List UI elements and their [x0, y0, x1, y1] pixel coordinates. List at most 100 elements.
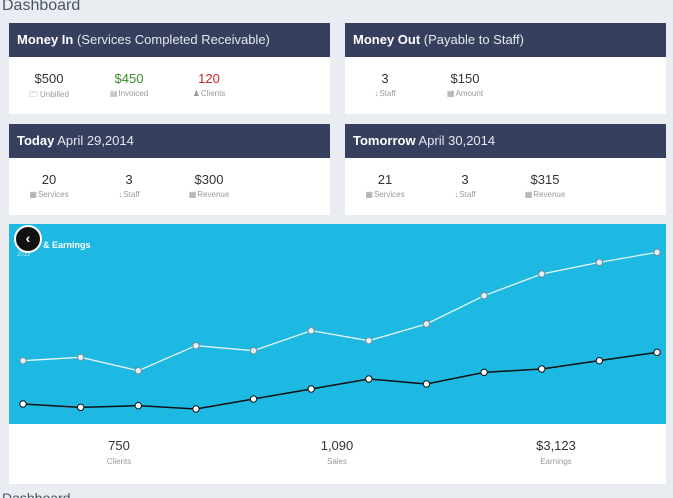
footer-clients-stat: 750 Clients [59, 438, 179, 466]
page-title-bottom: Dashboard [2, 490, 71, 498]
tomorrow-revenue-value: $315 [530, 172, 560, 187]
series-2-point[interactable] [19, 400, 27, 408]
today-staff-label: Staff [123, 190, 140, 199]
today-revenue-value: $300 [194, 172, 224, 187]
today-date: April 29,2014 [57, 133, 134, 148]
grid-icon: ▦ [29, 190, 37, 199]
footer-earnings-value: $3,123 [536, 438, 576, 453]
series-2-point[interactable] [595, 356, 604, 365]
footer-sales-stat: 1,090 Sales [277, 438, 397, 466]
unbilled-stat[interactable]: $500 🗁Unbilled [14, 71, 84, 103]
staff-label: Staff [379, 89, 396, 98]
invoiced-stat[interactable]: $450 ▤Invoiced [94, 71, 164, 98]
series-1-point[interactable] [19, 356, 27, 365]
today-revenue-label: Revenue [197, 190, 230, 199]
money-out-header: Money Out (Payable to Staff) [345, 23, 666, 57]
series-1-point[interactable] [422, 320, 431, 328]
footer-sales-label: Sales [326, 457, 347, 466]
chart-title: & Earnings [43, 240, 91, 250]
tomorrow-services-stat[interactable]: 21 ▦Services [350, 172, 420, 199]
chart-subtitle: 2013 [17, 252, 31, 258]
series-2-point[interactable] [653, 348, 661, 357]
series-1-point[interactable] [192, 341, 200, 350]
today-services-stat[interactable]: 20 ▦Services [14, 172, 84, 199]
footer-earnings-label: Earnings [540, 457, 572, 466]
summary-footer: 750 Clients 1,090 Sales $3,123 Earnings [9, 424, 666, 484]
money-in-title: Money In [17, 32, 74, 47]
tomorrow-revenue-label: Revenue [533, 190, 566, 199]
series-2-point[interactable] [76, 403, 85, 412]
tomorrow-header: Tomorrow April 30,2014 [345, 124, 666, 158]
amount-stat[interactable]: $150 ▦Amount [430, 71, 500, 98]
money-in-header: Money In (Services Completed Receivable) [9, 23, 330, 57]
earnings-chart: & Earnings 2013 [9, 224, 666, 424]
page-title: Dashboard [2, 0, 81, 14]
series-1-point[interactable] [480, 291, 488, 300]
series-1-point[interactable] [76, 353, 85, 362]
grid-icon: ▦ [365, 190, 373, 199]
today-staff-value: 3 [125, 172, 133, 187]
money-in-card: Money In (Services Completed Receivable)… [9, 23, 330, 114]
money-out-subtitle: (Payable to Staff) [423, 32, 525, 47]
tomorrow-staff-label: Staff [459, 190, 476, 199]
footer-earnings-stat: $3,123 Earnings [496, 438, 616, 466]
money-out-card: Money Out (Payable to Staff) 3 ↓Staff $1… [345, 23, 666, 114]
today-staff-stat[interactable]: 3 ↓Staff [94, 172, 164, 199]
clients-stat[interactable]: 120 ♟Clients [174, 71, 244, 98]
footer-sales-value: 1,090 [320, 438, 354, 453]
series-2-point[interactable] [365, 375, 373, 383]
staff-icon: ↓ [454, 190, 459, 199]
invoiced-label: Invoiced [118, 89, 149, 98]
back-button[interactable]: ‹ [14, 225, 42, 253]
series-1-point[interactable] [595, 258, 604, 267]
amount-label: Amount [455, 89, 484, 98]
tomorrow-staff-stat[interactable]: 3 ↓Staff [430, 172, 500, 199]
tomorrow-card: Tomorrow April 30,2014 21 ▦Services 3 ↓S… [345, 124, 666, 215]
today-services-value: 20 [41, 172, 57, 187]
series-2-point[interactable] [192, 405, 200, 413]
unbilled-label: Unbilled [40, 90, 69, 99]
series-2-point[interactable] [134, 401, 142, 410]
series-2-point[interactable] [480, 368, 488, 377]
series-1-line [22, 251, 658, 372]
series-1-point[interactable] [365, 336, 373, 345]
tomorrow-date: April 30,2014 [418, 133, 496, 148]
money-icon: ▦ [446, 89, 455, 98]
money-icon: ▦ [524, 190, 533, 199]
series-2-line [22, 351, 658, 410]
staff-icon: ↓ [118, 190, 123, 199]
series-2-point[interactable] [249, 395, 258, 403]
document-icon: ▤ [109, 89, 118, 98]
series-1-point[interactable] [653, 248, 661, 257]
money-icon: ▦ [188, 190, 197, 199]
tomorrow-title: Tomorrow [353, 133, 416, 148]
staff-stat[interactable]: 3 ↓Staff [350, 71, 420, 98]
series-2-point[interactable] [538, 365, 546, 373]
tomorrow-revenue-stat[interactable]: $315 ▦Revenue [510, 172, 580, 199]
staff-icon: ↓ [374, 89, 379, 98]
staff-value: 3 [381, 71, 389, 86]
series-1-point[interactable] [249, 346, 258, 355]
tomorrow-staff-value: 3 [461, 172, 469, 187]
user-icon: ♟ [192, 89, 200, 98]
chart-plot [19, 248, 661, 413]
clients-label: Clients [200, 89, 226, 98]
tomorrow-services-label: Services [373, 190, 405, 199]
series-2-point[interactable] [307, 385, 315, 393]
series-1-point[interactable] [538, 270, 546, 278]
footer-clients-value: 750 [108, 438, 130, 453]
chevron-left-icon: ‹ [25, 230, 31, 246]
money-out-title: Money Out [353, 32, 421, 47]
series-1-point[interactable] [307, 326, 315, 335]
today-title: Today [17, 133, 55, 148]
footer-clients-label: Clients [106, 457, 132, 466]
folder-icon: 🗁 [29, 90, 39, 99]
series-1-point[interactable] [134, 366, 142, 375]
today-revenue-stat[interactable]: $300 ▦Revenue [174, 172, 244, 199]
clients-value: 120 [198, 71, 220, 86]
today-card: Today April 29,2014 20 ▦Services 3 ↓Staf… [9, 124, 330, 215]
tomorrow-services-value: 21 [377, 172, 393, 187]
amount-value: $150 [450, 71, 480, 86]
series-2-point[interactable] [422, 380, 431, 388]
invoiced-value: $450 [114, 71, 144, 86]
